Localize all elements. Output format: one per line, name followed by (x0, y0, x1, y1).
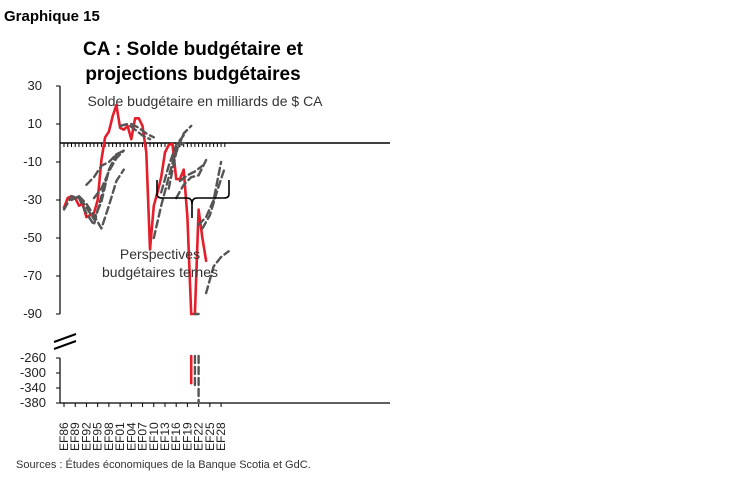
series-projection-5 (92, 149, 125, 200)
y-tick-label: -70 (23, 268, 42, 283)
x-tick-label: EF86 (57, 422, 71, 451)
x-tick-label: EF25 (203, 422, 217, 451)
axis-break-mark-1 (53, 333, 77, 343)
series-projection-3 (77, 168, 125, 230)
series-group (62, 103, 230, 405)
series-projection-10 (167, 124, 193, 190)
series-projection-15 (204, 250, 230, 295)
chart-title-line-1: CA : Solde budgétaire et (83, 39, 304, 60)
x-tick-label: EF92 (79, 422, 93, 451)
x-tick-label: EF07 (136, 422, 150, 451)
axes (53, 86, 390, 404)
y-tick-label: 30 (28, 78, 42, 93)
annotation-line-2: budgétaires ternes (102, 264, 218, 280)
y-tick-label: -30 (23, 192, 42, 207)
y-tick-label: -10 (23, 154, 42, 169)
series-projection-1 (62, 168, 111, 226)
series-projection-11 (175, 158, 208, 200)
x-tick-label: EF98 (102, 422, 116, 451)
y-tick-label: -90 (23, 306, 42, 321)
chart-subtitle: Solde budgétaire en milliards de $ CA (87, 93, 323, 109)
y-tick-label: -300 (20, 365, 46, 380)
x-tick-label: EF13 (158, 422, 172, 451)
annotation-line-1: Perspectives (120, 246, 200, 262)
series-projection-12 (178, 164, 204, 183)
x-tick-label: EF16 (169, 422, 183, 451)
x-tick-label: EF04 (124, 422, 138, 451)
series-actual-balance (189, 208, 208, 316)
x-tick-label: EF01 (113, 422, 127, 451)
y-tick-label: -340 (20, 380, 46, 395)
series-projection-13 (197, 160, 223, 226)
y-tick-label: -260 (20, 350, 46, 365)
x-tick-label: EF89 (68, 422, 82, 451)
y-tick-label: -380 (20, 395, 46, 410)
x-tick-label: EF28 (214, 422, 228, 451)
y-tick-label: 10 (28, 116, 42, 131)
y-tick-label: -50 (23, 230, 42, 245)
x-tick-label: EF19 (180, 422, 194, 451)
chart-title-line-2: projections budgétaires (85, 64, 300, 85)
source-note: Sources : Études économiques de la Banqu… (16, 458, 311, 471)
series-projection-7 (130, 122, 155, 139)
axis-break-mark-2 (53, 340, 77, 350)
x-tick-label: EF22 (192, 422, 206, 451)
figure-label: Graphique 15 (4, 8, 100, 25)
series-projection-4 (85, 149, 125, 186)
series-projection-14 (201, 166, 226, 230)
axis-ticks: 3010-10-30-50-70-90-260-300-340-380EF86E… (20, 78, 228, 451)
x-tick-label: EF95 (91, 422, 105, 451)
series-projection-6 (118, 122, 152, 141)
series-actual-balance (62, 103, 193, 316)
x-tick-label: EF10 (147, 422, 161, 451)
brace-annotation (156, 180, 230, 218)
